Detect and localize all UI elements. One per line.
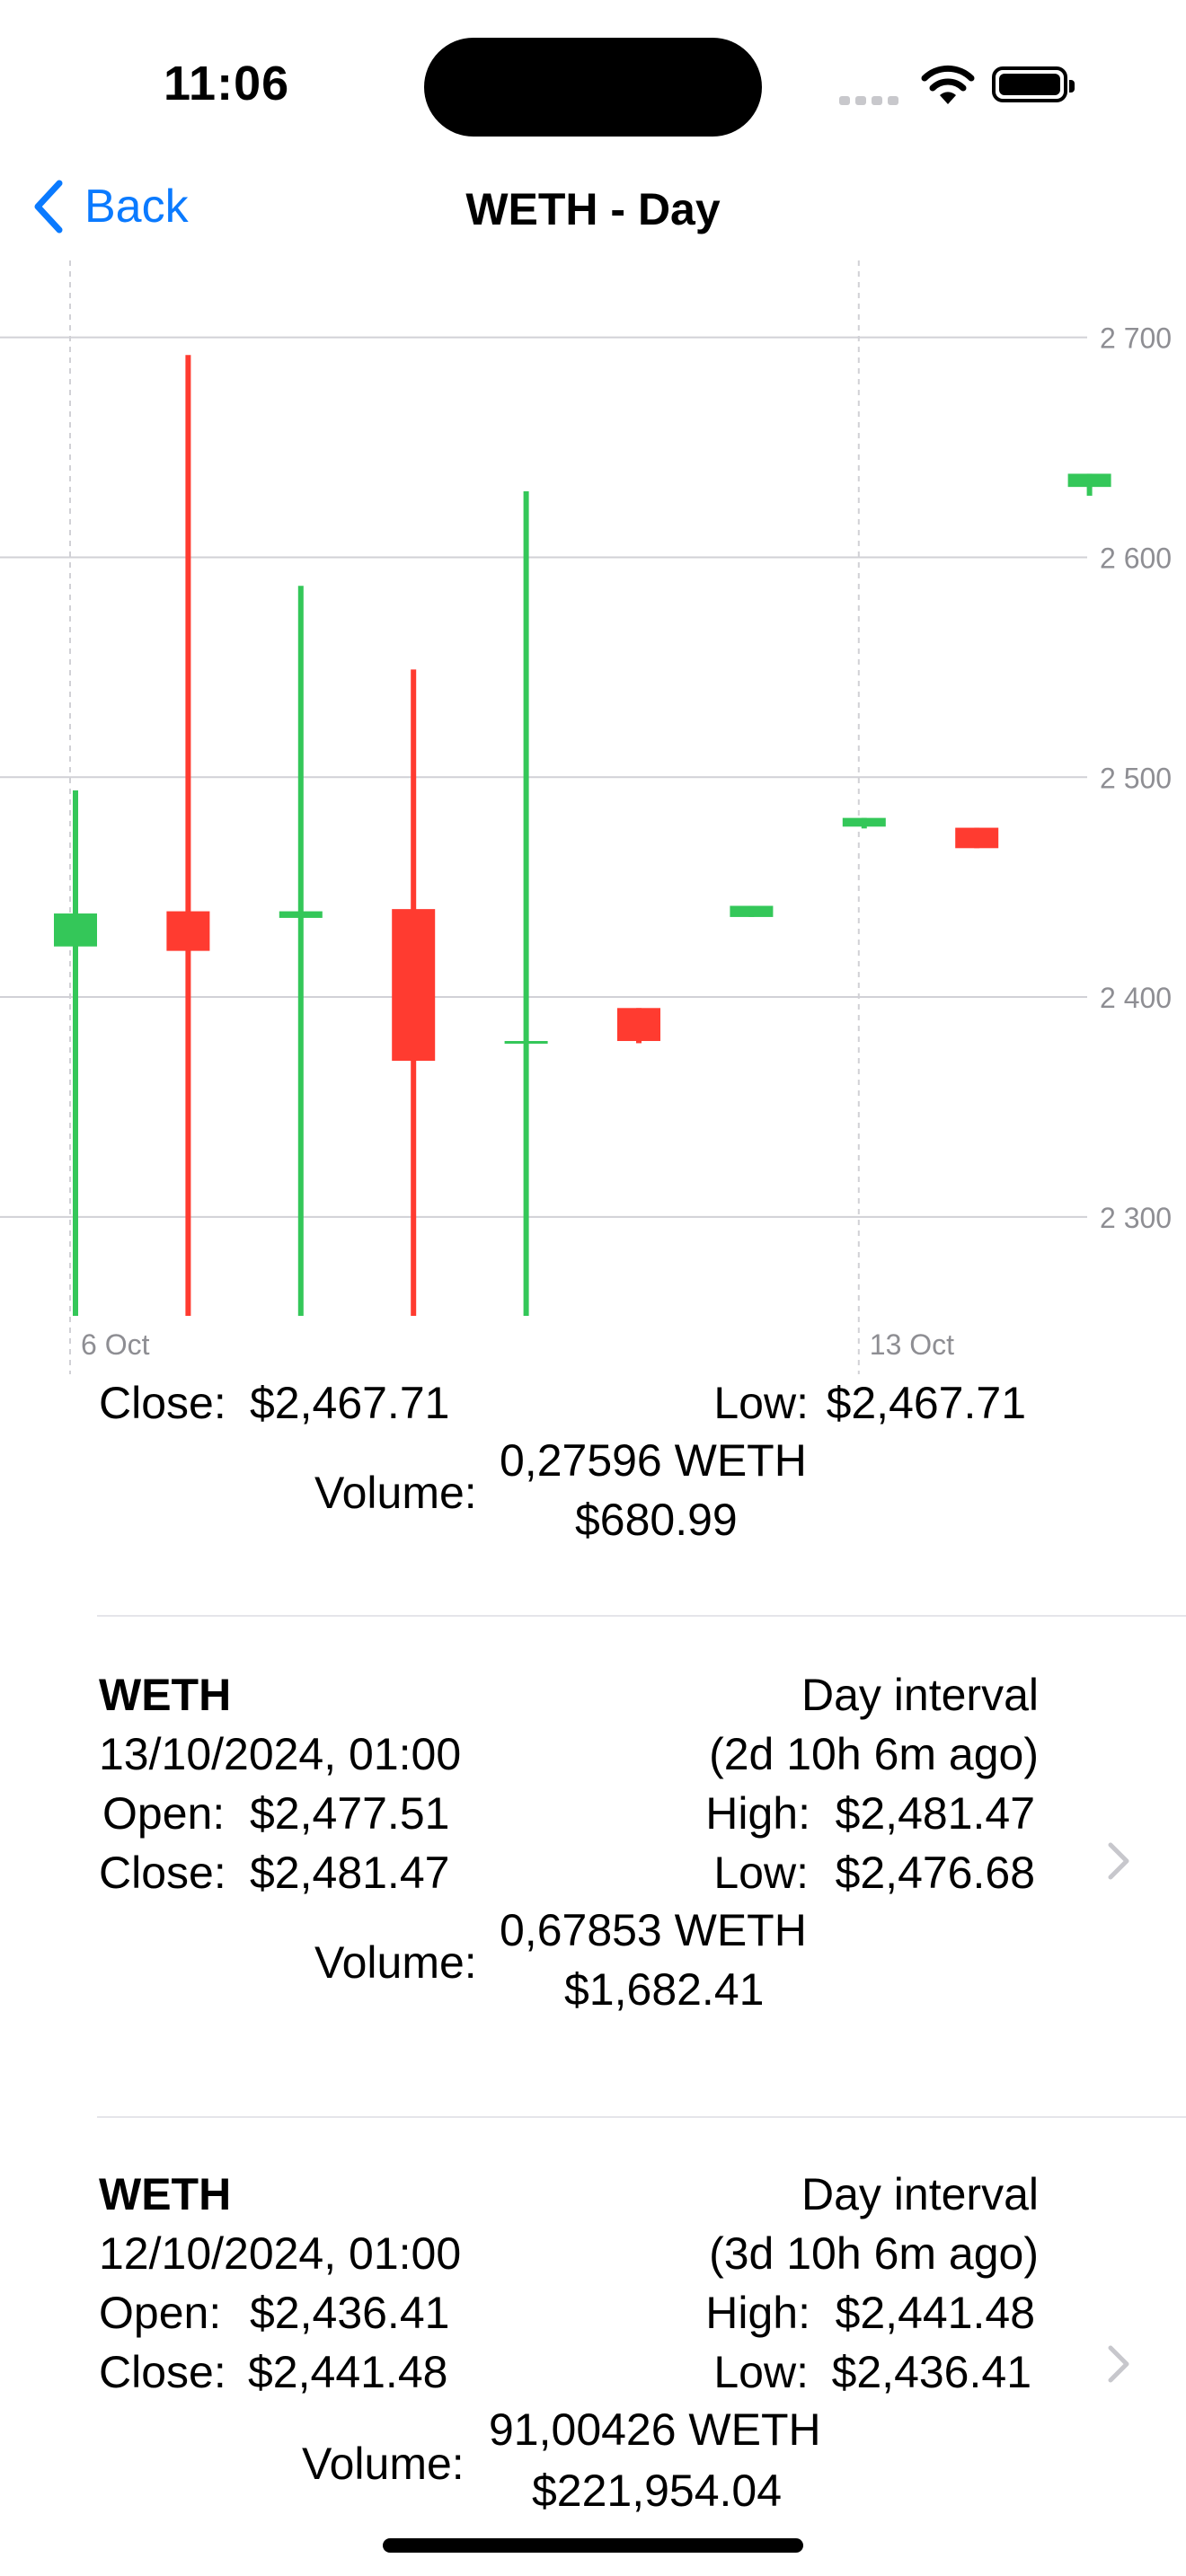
- open-value: $2,477.51: [250, 1788, 450, 1839]
- candle-body: [730, 905, 774, 917]
- low-label: Low:: [713, 1848, 809, 1898]
- low-label: Low:: [713, 1378, 809, 1428]
- close-label: Close:: [99, 2347, 226, 2397]
- volume-usd: $680.99: [575, 1495, 738, 1545]
- x-tick-label: 13 Oct: [870, 1328, 954, 1361]
- volume-label: Volume:: [302, 2439, 465, 2489]
- chevron-right-icon: [1108, 2345, 1129, 2383]
- low-value: $2,467.71: [826, 1378, 1026, 1428]
- candlestick-chart[interactable]: 2 700 2 600 2 500 2 400 2 300 6 Oct 13 Oct: [0, 260, 1186, 1374]
- open-label: Open:: [99, 2288, 222, 2338]
- divider: [97, 2116, 1186, 2118]
- back-button[interactable]: Back: [32, 180, 189, 234]
- chevron-left-icon: [34, 180, 63, 234]
- high-value: $2,441.48: [835, 2288, 1035, 2338]
- datetime: 13/10/2024, 01:00: [99, 1729, 462, 1779]
- back-button-label: Back: [84, 181, 189, 233]
- candle-list[interactable]: Close: $2,467.71 Low: $2,467.71 Volume: …: [0, 1370, 1186, 2576]
- y-tick-label: 2 600: [1100, 542, 1172, 574]
- close-label: Close:: [99, 1848, 226, 1898]
- y-tick-label: 2 500: [1100, 762, 1172, 794]
- list-item[interactable]: WETH Day interval 13/10/2024, 01:00 (2d …: [0, 1617, 1186, 2120]
- close-value: $2,441.48: [248, 2347, 448, 2397]
- close-value: $2,481.47: [250, 1848, 450, 1898]
- volume-label: Volume:: [314, 1937, 477, 1988]
- volume-amount: 0,67853 WETH: [500, 1905, 807, 1955]
- symbol: WETH: [99, 1670, 232, 1720]
- status-time: 11:06: [164, 57, 290, 110]
- time-ago: (2d 10h 6m ago): [709, 1729, 1039, 1779]
- divider: [97, 1615, 1186, 1617]
- candle-body: [504, 1041, 548, 1045]
- candle-body: [392, 909, 436, 1062]
- interval: Day interval: [801, 1670, 1039, 1720]
- candle-body: [842, 817, 886, 827]
- datetime: 12/10/2024, 01:00: [99, 2228, 462, 2279]
- high-label: High:: [705, 2288, 810, 2338]
- x-tick-label: 6 Oct: [81, 1328, 150, 1361]
- volume-amount: 0,27596 WETH: [500, 1435, 807, 1486]
- interval: Day interval: [801, 2169, 1039, 2219]
- high-value: $2,481.47: [835, 1788, 1035, 1839]
- navigation-bar: Back WETH - Day: [0, 162, 1186, 260]
- list-item-partial[interactable]: Close: $2,467.71 Low: $2,467.71 Volume: …: [0, 1370, 1186, 1819]
- y-tick-label: 2 300: [1100, 1202, 1172, 1234]
- volume-usd: $221,954.04: [532, 2466, 783, 2516]
- status-bar: 11:06: [0, 0, 1186, 162]
- page-title: WETH - Day: [465, 184, 721, 234]
- candle-body: [955, 827, 999, 849]
- battery-icon: [992, 66, 1075, 102]
- candle-body: [166, 911, 210, 951]
- close-label: Close:: [99, 1378, 226, 1428]
- close-value: $2,467.71: [250, 1378, 450, 1428]
- cellular-signal-icon: [839, 93, 904, 110]
- symbol: WETH: [99, 2169, 232, 2219]
- chevron-right-icon: [1108, 1842, 1129, 1880]
- candle-body: [617, 1008, 660, 1042]
- low-label: Low:: [713, 2347, 809, 2397]
- low-value: $2,436.41: [831, 2347, 1031, 2397]
- wifi-icon: [920, 65, 976, 110]
- candle-body: [279, 911, 323, 918]
- y-tick-label: 2 400: [1100, 982, 1172, 1014]
- list-item[interactable]: WETH Day interval 12/10/2024, 01:00 (3d …: [0, 2118, 1186, 2576]
- open-label: Open:: [102, 1788, 226, 1839]
- volume-usd: $1,682.41: [564, 1964, 765, 2015]
- high-label: High:: [705, 1788, 810, 1839]
- volume-amount: 91,00426 WETH: [489, 2404, 821, 2455]
- candle-body: [1067, 473, 1111, 488]
- y-tick-label: 2 700: [1100, 322, 1172, 355]
- open-value: $2,436.41: [250, 2288, 450, 2338]
- dynamic-island: [424, 38, 762, 137]
- low-value: $2,476.68: [835, 1848, 1035, 1898]
- time-ago: (3d 10h 6m ago): [709, 2228, 1039, 2279]
- home-indicator: [383, 2538, 803, 2553]
- candle-body: [54, 913, 97, 947]
- volume-label: Volume:: [314, 1468, 477, 1518]
